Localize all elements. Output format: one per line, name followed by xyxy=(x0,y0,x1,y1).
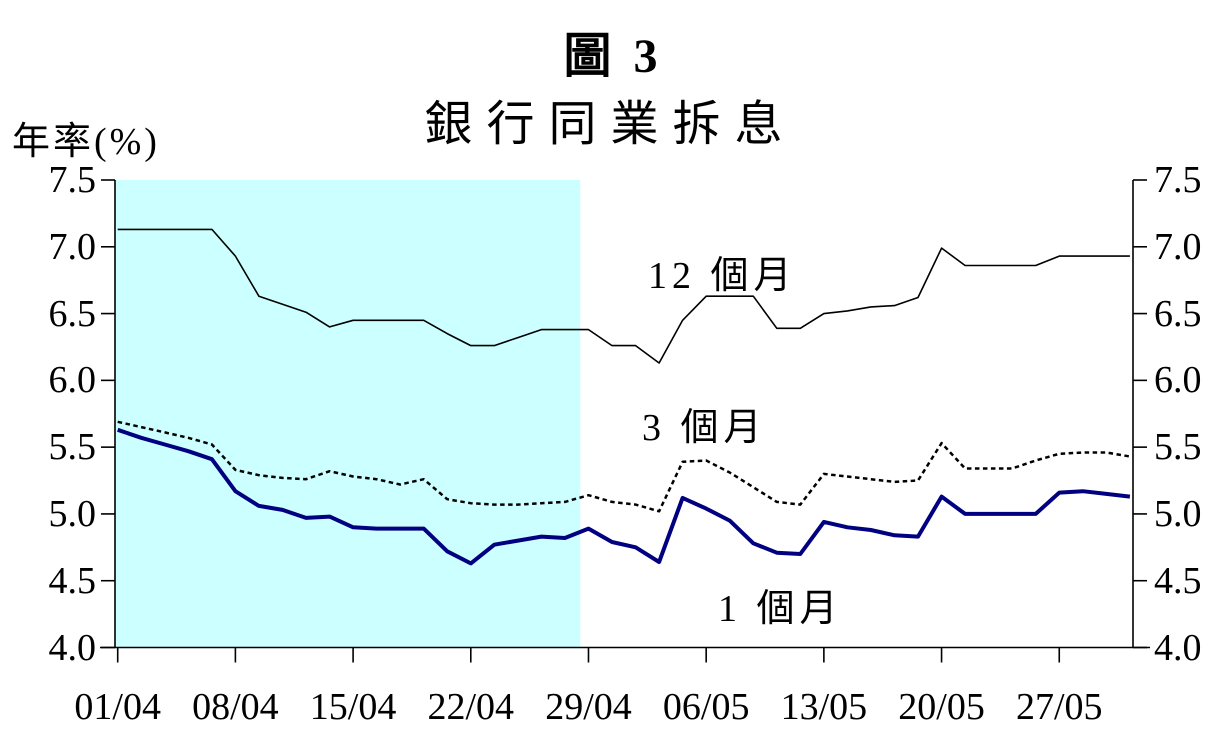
series-label-12-month: 12 個月 xyxy=(648,255,797,297)
y-tick-label-left: 7.0 xyxy=(48,225,97,268)
x-tick-label: 08/04 xyxy=(192,686,279,728)
y-tick-label-right: 6.0 xyxy=(1154,359,1202,402)
series-label-3-month: 3 個月 xyxy=(642,407,767,449)
y-tick-label-left: 7.5 xyxy=(48,159,97,201)
line-3m xyxy=(117,420,1131,513)
shaded-region xyxy=(115,180,581,648)
y-tick-label-left: 4.5 xyxy=(48,559,97,602)
chart-subtitle: 銀行同業拆息 xyxy=(424,98,797,151)
x-tick-label: 15/04 xyxy=(309,686,397,728)
y-tick-label-left: 5.5 xyxy=(48,426,97,469)
x-tick-label: 06/05 xyxy=(662,686,750,728)
line-12m xyxy=(117,228,1130,364)
series-label-1-month: 1 個月 xyxy=(718,588,843,630)
y-tick-label-right: 5.0 xyxy=(1154,492,1202,535)
y-tick-label-right: 4.0 xyxy=(1154,626,1202,669)
x-tick-label: 13/05 xyxy=(780,686,868,728)
y-tick-label-left: 6.0 xyxy=(48,359,97,402)
x-tick-label: 27/05 xyxy=(1015,686,1103,728)
y-tick-label-left: 5.0 xyxy=(48,492,97,535)
x-tick-label: 29/04 xyxy=(545,686,632,728)
x-tick-label: 20/05 xyxy=(898,686,985,728)
y-tick-label-right: 5.5 xyxy=(1154,426,1202,469)
y-tick-label-right: 7.5 xyxy=(1154,159,1202,201)
y-tick-label-left: 4.0 xyxy=(48,626,97,669)
y-axis-unit-label: 年率(%) xyxy=(12,121,160,163)
y-tick-label-left: 6.5 xyxy=(48,292,97,335)
x-tick-label: 01/04 xyxy=(74,686,161,728)
y-tick-label-right: 4.5 xyxy=(1154,559,1202,602)
y-tick-label-right: 7.0 xyxy=(1154,225,1202,268)
line-1m xyxy=(117,427,1131,566)
x-tick-label: 22/04 xyxy=(427,686,515,728)
y-tick-label-right: 6.5 xyxy=(1154,292,1202,335)
chart-title: 圖 3 xyxy=(563,30,658,83)
